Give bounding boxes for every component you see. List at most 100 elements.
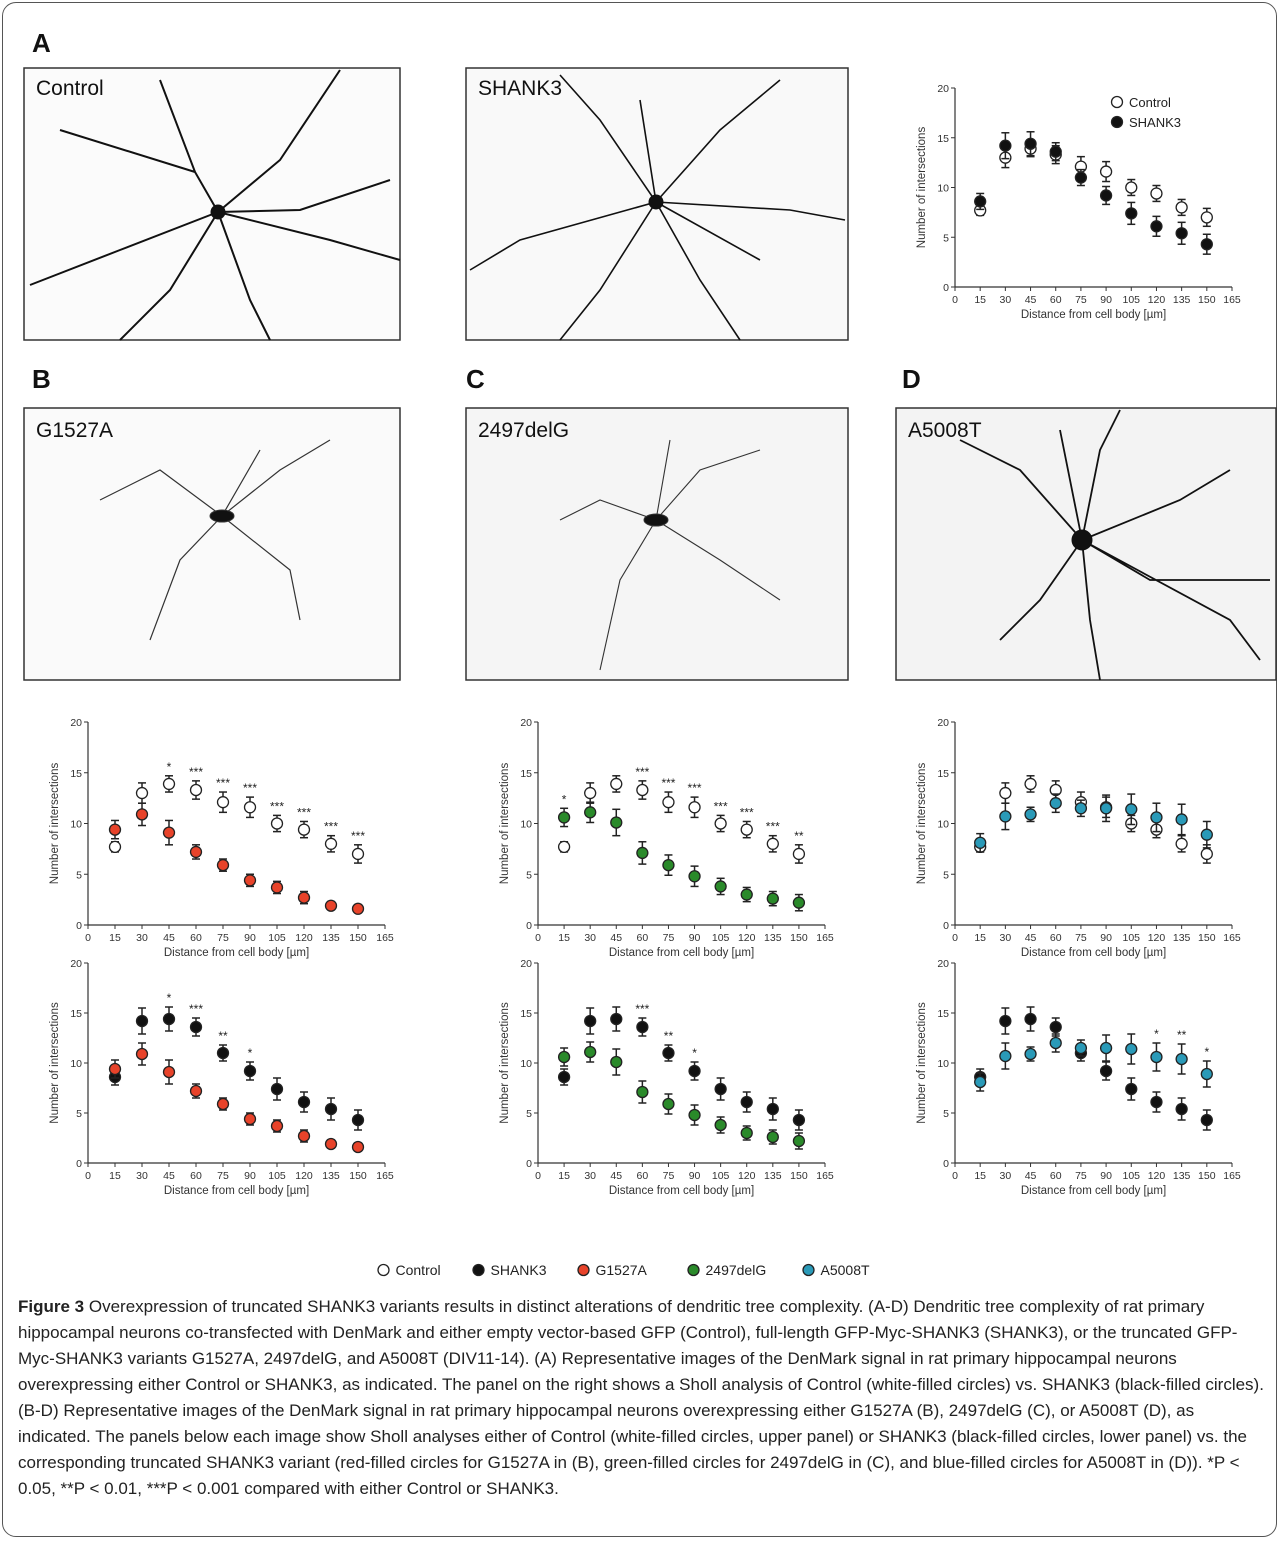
point (1050, 146, 1061, 157)
significance: * (167, 991, 172, 1005)
x-tick-label: 0 (952, 1170, 958, 1182)
point (191, 846, 202, 857)
point (559, 1052, 570, 1063)
legend-marker (378, 1265, 389, 1276)
x-tick-label: 135 (764, 932, 782, 944)
x-tick-label: 60 (190, 1170, 202, 1182)
significance: *** (766, 820, 780, 834)
point (559, 841, 570, 852)
y-axis-label: Number of intersections (916, 127, 928, 249)
point (689, 1066, 700, 1077)
point (218, 797, 229, 808)
significance: ** (664, 1029, 674, 1043)
point (767, 1104, 778, 1115)
point (1101, 803, 1112, 814)
point (1126, 1044, 1137, 1055)
point (137, 788, 148, 799)
point (299, 1131, 310, 1142)
point (164, 1067, 175, 1078)
point (637, 785, 648, 796)
point (1101, 166, 1112, 177)
point (637, 1022, 648, 1033)
significance: *** (324, 820, 338, 834)
point (1201, 239, 1212, 250)
significance: ** (1177, 1028, 1187, 1042)
x-axis-label: Distance from cell body [µm] (1021, 947, 1166, 959)
point (110, 824, 121, 835)
x-tick-label: 120 (295, 932, 313, 944)
point (1075, 803, 1086, 814)
point (137, 809, 148, 820)
y-tick-label: 5 (943, 232, 949, 244)
x-tick-label: 90 (1100, 932, 1112, 944)
point (137, 1016, 148, 1027)
image-label: Control (36, 77, 104, 100)
x-tick-label: 0 (85, 1170, 91, 1182)
y-tick-label: 10 (520, 1058, 532, 1070)
x-tick-label: 135 (1173, 1170, 1191, 1182)
y-tick-label: 15 (937, 768, 949, 780)
point (715, 1084, 726, 1095)
x-tick-label: 105 (712, 1170, 730, 1182)
point (272, 1084, 283, 1095)
significance: *** (270, 799, 284, 813)
x-tick-label: 0 (535, 1170, 541, 1182)
significance: * (248, 1046, 253, 1060)
y-tick-label: 0 (76, 1158, 82, 1170)
legend-label: SHANK3 (491, 1262, 547, 1278)
significance: *** (189, 1002, 203, 1016)
y-tick-label: 5 (76, 1108, 82, 1120)
point (326, 1139, 337, 1150)
y-tick-label: 20 (70, 958, 82, 970)
point (1101, 190, 1112, 201)
x-tick-label: 105 (1123, 294, 1141, 306)
y-tick-label: 20 (937, 958, 949, 970)
point (1151, 812, 1162, 823)
x-tick-label: 90 (244, 1170, 256, 1182)
x-tick-label: 45 (1025, 294, 1037, 306)
significance: *** (714, 799, 728, 813)
point (1050, 1022, 1061, 1033)
point (637, 1087, 648, 1098)
significance: *** (688, 781, 702, 795)
y-tick-label: 15 (70, 768, 82, 780)
y-tick-label: 0 (943, 1158, 949, 1170)
x-tick-label: 30 (136, 1170, 148, 1182)
point (585, 788, 596, 799)
point (326, 900, 337, 911)
point (1201, 1115, 1212, 1126)
point (741, 1097, 752, 1108)
point (1176, 814, 1187, 825)
x-axis-label: Distance from cell body [µm] (1021, 1185, 1166, 1197)
x-axis-label: Distance from cell body [µm] (164, 947, 309, 959)
caption-label: Figure 3 (18, 1297, 84, 1316)
caption-text: Overexpression of truncated SHANK3 varia… (18, 1297, 1264, 1498)
x-tick-label: 75 (217, 1170, 229, 1182)
significance: * (692, 1046, 697, 1060)
point (137, 1049, 148, 1060)
point (1151, 221, 1162, 232)
point (793, 1136, 804, 1147)
point (245, 1066, 256, 1077)
significance: *** (661, 776, 675, 790)
legend-label: Control (396, 1262, 441, 1278)
x-tick-label: 90 (1100, 294, 1112, 306)
x-tick-label: 45 (1025, 932, 1037, 944)
point (164, 827, 175, 838)
significance: *** (635, 1002, 649, 1016)
point (741, 1128, 752, 1139)
point (1101, 1043, 1112, 1054)
x-tick-label: 60 (637, 932, 649, 944)
significance: * (562, 792, 567, 806)
x-tick-label: 15 (974, 294, 986, 306)
y-axis-label: Number of intersections (499, 1002, 511, 1124)
micrograph: 2497delG (466, 408, 848, 680)
point (1126, 182, 1137, 193)
x-tick-label: 120 (295, 1170, 313, 1182)
point (1025, 1049, 1036, 1060)
x-tick-label: 60 (1050, 294, 1062, 306)
y-tick-label: 0 (943, 282, 949, 294)
legend-marker (1112, 97, 1123, 108)
